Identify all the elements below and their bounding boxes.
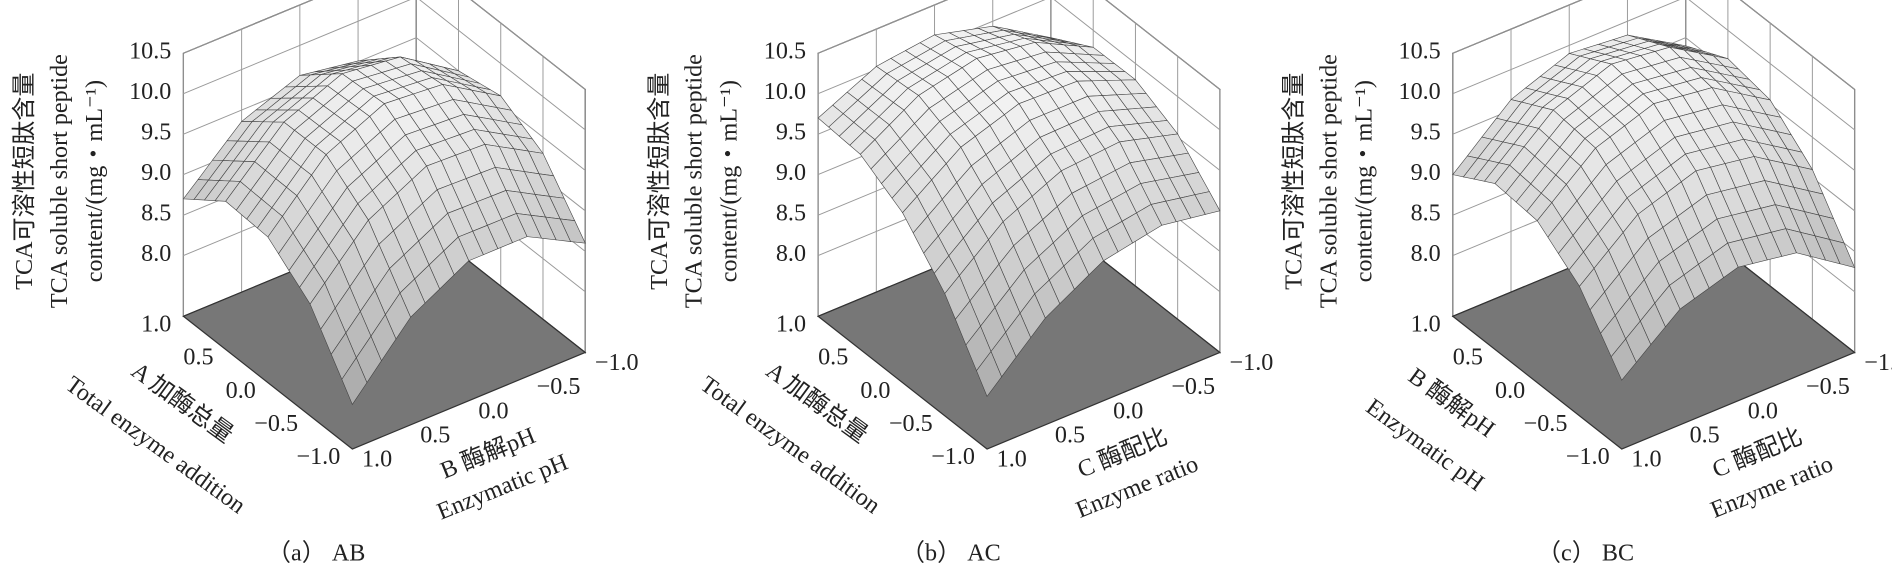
- x-tick-label: 0.5: [183, 344, 213, 371]
- x-tick-label: −0.5: [889, 410, 933, 437]
- z-tick-label: 8.5: [776, 200, 806, 227]
- y-tick-label: −1.0: [1864, 349, 1892, 376]
- z-tick-label: 8.5: [1411, 200, 1441, 227]
- y-tick-label: −1.0: [595, 349, 639, 376]
- z-tick-label: 9.0: [776, 159, 806, 186]
- z-tick-label: 9.5: [1411, 119, 1441, 146]
- x-tick-label: 1.0: [776, 310, 806, 337]
- z-tick-label: 9.0: [1411, 159, 1441, 186]
- grid-line: [1452, 0, 1855, 131]
- surface-cell: [1610, 338, 1637, 381]
- y-tick-label: −0.5: [1171, 373, 1215, 400]
- z-tick-label: 10.5: [764, 38, 806, 65]
- surface-cell: [976, 350, 1002, 397]
- grid-line: [183, 0, 586, 131]
- z-axis-label: content/(mg・mL⁻¹): [716, 80, 743, 282]
- grid-line: [1452, 0, 1855, 90]
- z-axis-label: TCA可溶性短肽含量: [1280, 73, 1307, 290]
- x-tick-label: −0.5: [1524, 410, 1568, 437]
- grid-line: [183, 0, 586, 90]
- caption: （b） AC: [901, 540, 1001, 567]
- z-tick-label: 10.0: [764, 78, 806, 105]
- z-axis-label: TCA soluble short peptide: [681, 54, 708, 308]
- surface-cell: [341, 357, 368, 406]
- z-tick-label: 8.0: [1411, 240, 1441, 267]
- x-tick-label: −1.0: [1566, 443, 1610, 470]
- caption: （a） AB: [267, 540, 366, 567]
- y-tick-label: 1.0: [997, 446, 1027, 473]
- z-axis-label: TCA可溶性短肽含量: [11, 73, 38, 290]
- x-tick-label: 1.0: [141, 310, 171, 337]
- x-tick-label: 0.5: [1453, 344, 1483, 371]
- x-tick-label: −1.0: [931, 443, 975, 470]
- z-tick-label: 9.5: [776, 119, 806, 146]
- caption: （c） BC: [1537, 540, 1634, 567]
- y-tick-label: 1.0: [362, 446, 392, 473]
- z-axis-label: TCA soluble short peptide: [1315, 54, 1342, 308]
- y-tick-label: −1.0: [1230, 349, 1274, 376]
- x-tick-label: 0.0: [226, 377, 256, 404]
- z-tick-label: 9.0: [141, 159, 171, 186]
- y-tick-label: −0.5: [1806, 373, 1850, 400]
- z-axis-label: TCA可溶性短肽含量: [646, 73, 673, 290]
- z-tick-label: 8.5: [141, 200, 171, 227]
- z-tick-label: 8.0: [141, 240, 171, 267]
- z-tick-label: 8.0: [776, 240, 806, 267]
- grid-line: [817, 0, 1221, 90]
- z-axis-label: content/(mg・mL⁻¹): [1350, 80, 1377, 282]
- x-tick-label: −1.0: [297, 443, 341, 470]
- x-tick-label: −0.5: [254, 410, 298, 437]
- z-tick-label: 10.5: [129, 38, 171, 65]
- y-tick-label: 0.5: [420, 421, 450, 448]
- z-tick-label: 10.0: [129, 78, 171, 105]
- x-tick-label: 0.5: [818, 344, 848, 371]
- y-tick-label: 0.0: [478, 397, 508, 424]
- y-tick-label: −0.5: [537, 373, 581, 400]
- z-axis-label: TCA soluble short peptide: [46, 54, 73, 308]
- y-tick-label: 0.5: [1055, 421, 1085, 448]
- z-tick-label: 9.5: [141, 119, 171, 146]
- x-tick-label: 1.0: [1411, 310, 1441, 337]
- y-tick-label: 0.5: [1690, 421, 1720, 448]
- x-tick-label: 0.0: [1495, 377, 1525, 404]
- y-tick-label: 0.0: [1113, 397, 1143, 424]
- z-tick-label: 10.0: [1399, 78, 1441, 105]
- y-tick-label: 1.0: [1631, 446, 1661, 473]
- x-tick-label: 0.0: [860, 377, 890, 404]
- z-axis-label: content/(mg・mL⁻¹): [81, 80, 108, 282]
- z-tick-label: 10.5: [1399, 38, 1441, 65]
- y-tick-label: 0.0: [1748, 397, 1778, 424]
